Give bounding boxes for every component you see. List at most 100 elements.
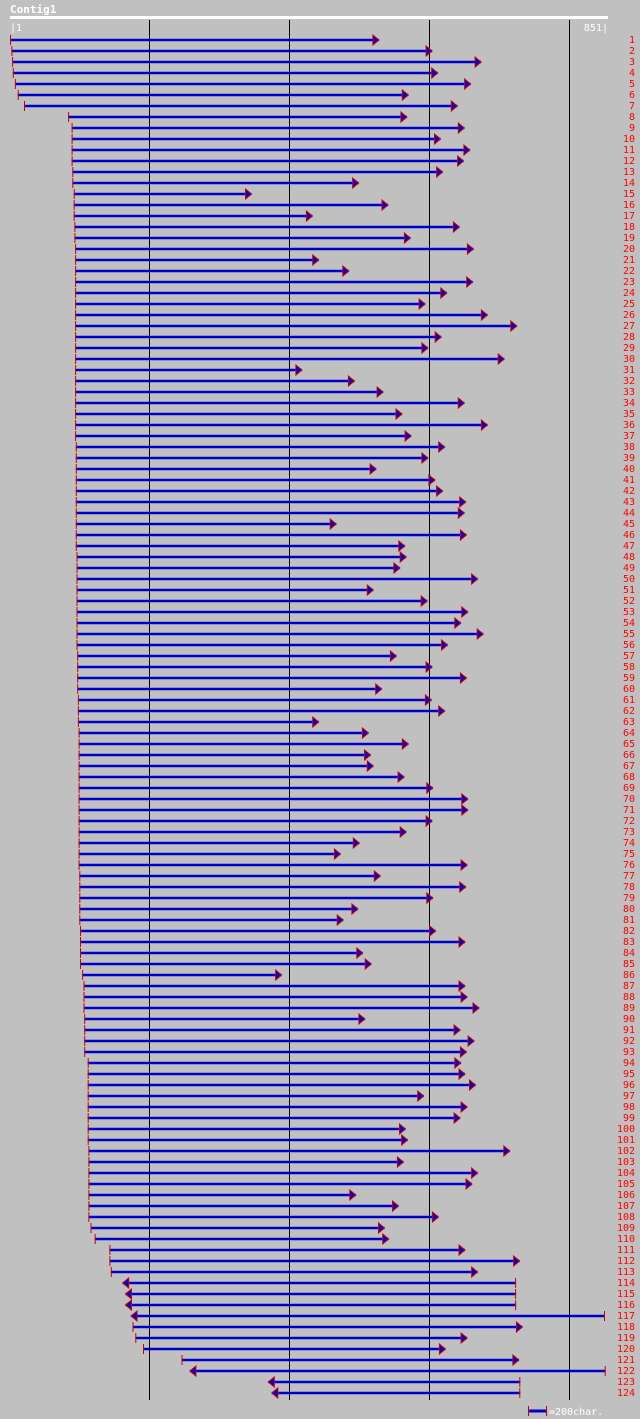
read-label: 18 [623, 222, 635, 233]
read-arrowhead-right [458, 979, 466, 993]
read-arrowhead-right [452, 220, 461, 234]
read-arrowhead-right [457, 121, 466, 135]
read-label: 91 [623, 1025, 635, 1036]
read-arrowhead-right [425, 44, 433, 58]
read-108: 108 [88, 1210, 635, 1224]
read-arrowhead-right [333, 847, 342, 861]
read-arrowhead-left [121, 1276, 130, 1290]
read-arrowhead-right [471, 1166, 479, 1180]
read-arrowhead-right [503, 1144, 511, 1158]
read-arrowhead-right [399, 825, 407, 839]
read-34: 34 [75, 396, 635, 410]
read-arrowhead-right [418, 297, 426, 311]
read-123: 123 [267, 1375, 635, 1389]
read-91: 91 [84, 1023, 635, 1037]
read-arrowhead-right [431, 66, 439, 80]
read-arrowhead-right [465, 1177, 473, 1191]
read-label: 109 [617, 1223, 635, 1234]
read-label: 65 [623, 739, 635, 750]
read-arrowhead-right [425, 660, 433, 674]
read-arrowhead-right [400, 110, 408, 124]
read-15: 15 [73, 187, 635, 201]
read-87: 87 [83, 979, 635, 993]
read-label: 76 [623, 860, 635, 871]
read-82: 82 [80, 924, 635, 938]
read-arrowhead-left [271, 1386, 279, 1400]
read-19: 19 [74, 231, 635, 245]
read-53: 53 [76, 605, 635, 619]
read-label: 35 [623, 409, 635, 420]
read-label: 63 [623, 717, 635, 728]
read-label: 100 [617, 1124, 635, 1135]
read-11: 11 [71, 143, 635, 157]
read-arrowhead-right [356, 946, 364, 960]
read-44: 44 [75, 506, 635, 520]
read-17: 17 [73, 209, 635, 223]
read-10: 10 [71, 132, 635, 146]
read-37: 37 [75, 429, 635, 443]
read-label: 118 [617, 1322, 635, 1333]
read-label: 41 [623, 475, 635, 486]
read-arrowhead-right [373, 869, 382, 883]
read-label: 52 [623, 596, 635, 607]
read-label: 55 [623, 629, 635, 640]
read-label: 16 [623, 200, 635, 211]
read-label: 2 [629, 46, 635, 57]
read-55: 55 [76, 627, 635, 641]
read-label: 88 [623, 992, 635, 1003]
read-arrowhead-right [312, 715, 320, 729]
read-arrowhead-right [460, 990, 468, 1004]
read-arrowhead-right [378, 1221, 386, 1235]
read-arrowhead-right [428, 473, 436, 487]
read-arrowhead-right [361, 726, 370, 740]
read-49: 49 [76, 561, 635, 575]
read-95: 95 [87, 1067, 635, 1081]
read-arrowhead-right [431, 1210, 440, 1224]
read-arrowhead-right [458, 935, 466, 949]
read-arrowhead-right [453, 1023, 461, 1037]
read-arrowhead-right [515, 1320, 524, 1334]
read-label: 50 [623, 574, 635, 585]
read-label: 58 [623, 662, 635, 673]
read-42: 42 [75, 484, 635, 498]
read-111: 111 [109, 1243, 635, 1257]
read-label: 21 [623, 255, 635, 266]
read-74: 74 [78, 836, 635, 850]
read-105: 105 [88, 1177, 635, 1191]
read-arrowhead-right [438, 440, 446, 454]
read-label: 120 [617, 1344, 635, 1355]
read-label: 67 [623, 761, 635, 772]
read-arrowhead-right [436, 484, 444, 498]
read-arrowhead-left [130, 1309, 138, 1323]
read-arrowhead-right [421, 341, 429, 355]
read-41: 41 [75, 473, 635, 487]
read-78: 78 [79, 880, 635, 894]
read-label: 27 [623, 321, 635, 332]
read-label: 121 [617, 1355, 635, 1366]
read-52: 52 [76, 594, 635, 608]
read-label: 61 [623, 695, 635, 706]
read-28: 28 [75, 330, 635, 344]
read-46: 46 [75, 528, 635, 542]
read-54: 54 [76, 616, 635, 630]
read-arrowhead-right [429, 924, 437, 938]
read-label: 112 [617, 1256, 635, 1267]
read-arrowhead-right [425, 814, 433, 828]
read-label: 108 [617, 1212, 635, 1223]
read-26: 26 [75, 308, 635, 322]
read-72: 72 [78, 814, 635, 828]
read-arrowhead-right [305, 209, 314, 223]
read-13: 13 [72, 165, 635, 179]
read-label: 36 [623, 420, 635, 431]
read-103: 103 [88, 1155, 635, 1169]
read-arrowhead-right [366, 759, 375, 773]
read-arrowhead-right [426, 781, 434, 795]
read-arrowhead-right [375, 682, 383, 696]
read-29: 29 [75, 341, 635, 355]
read-2: 2 [11, 44, 635, 58]
read-arrowhead-right [453, 1111, 461, 1125]
read-68: 68 [78, 770, 635, 784]
read-arrowhead-right [396, 1155, 405, 1169]
read-label: 10 [623, 134, 635, 145]
read-arrowhead-right [457, 396, 466, 410]
